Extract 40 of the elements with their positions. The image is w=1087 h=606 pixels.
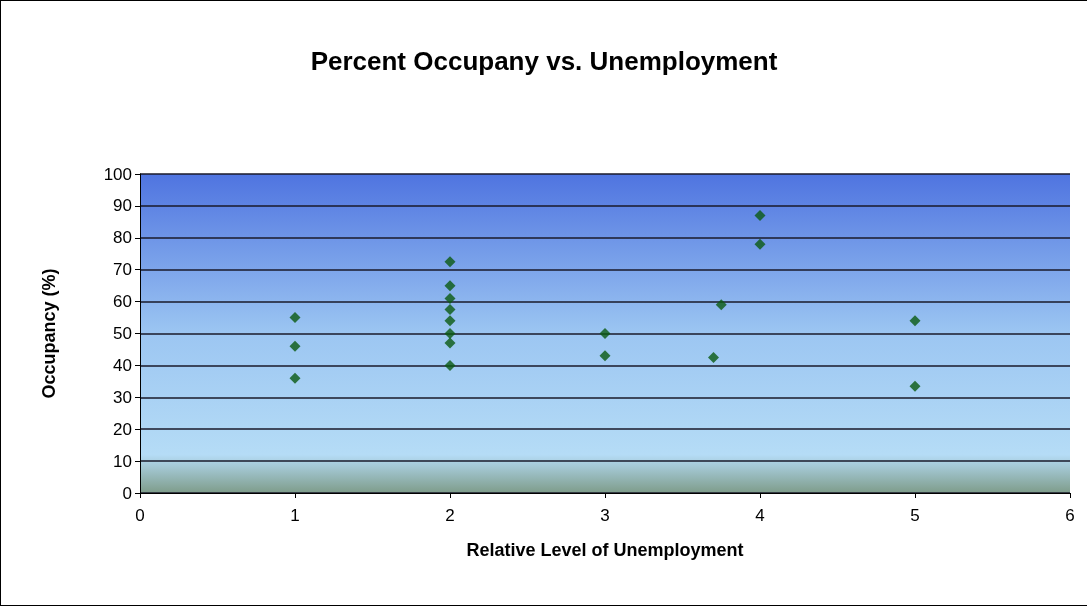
x-axis-title: Relative Level of Unemployment xyxy=(466,540,744,560)
point xyxy=(444,304,456,316)
y-tick-label: 60 xyxy=(113,292,132,312)
y-tick-label: 70 xyxy=(113,260,132,280)
y-tick-label: 80 xyxy=(113,228,132,248)
point xyxy=(754,209,766,221)
x-tick-label: 3 xyxy=(600,506,610,525)
point xyxy=(289,312,301,324)
point xyxy=(754,238,766,250)
point xyxy=(599,350,611,362)
point xyxy=(708,351,719,363)
y-axis-title: Occupancy (%) xyxy=(39,268,59,399)
point xyxy=(715,299,727,311)
y-tick-label: 0 xyxy=(122,483,132,503)
x-tick-label: 1 xyxy=(290,506,300,525)
point xyxy=(599,328,611,339)
point xyxy=(444,337,456,349)
point xyxy=(909,380,921,392)
y-tick-label: 90 xyxy=(113,196,132,216)
y-tick-label: 40 xyxy=(113,355,132,375)
y-tick-label: 50 xyxy=(113,324,132,343)
chart-title: Percent Occupany vs. Unemployment xyxy=(310,46,778,76)
point xyxy=(444,280,456,292)
x-tick-label: 4 xyxy=(755,506,765,525)
x-tick-label: 6 xyxy=(1065,506,1075,525)
y-tick-label: 100 xyxy=(103,164,132,184)
y-tick-label: 10 xyxy=(113,451,132,471)
y-tick-label: 30 xyxy=(113,387,132,407)
point xyxy=(444,292,456,304)
x-tick-label: 5 xyxy=(910,506,920,525)
x-tick-label: 2 xyxy=(445,506,455,525)
point xyxy=(444,256,456,268)
point xyxy=(289,372,301,384)
point xyxy=(909,315,921,327)
point xyxy=(444,359,456,371)
point xyxy=(444,328,456,339)
point xyxy=(444,315,456,327)
y-tick-label: 20 xyxy=(113,419,132,439)
point xyxy=(289,340,301,352)
x-tick-label: 0 xyxy=(135,506,145,525)
